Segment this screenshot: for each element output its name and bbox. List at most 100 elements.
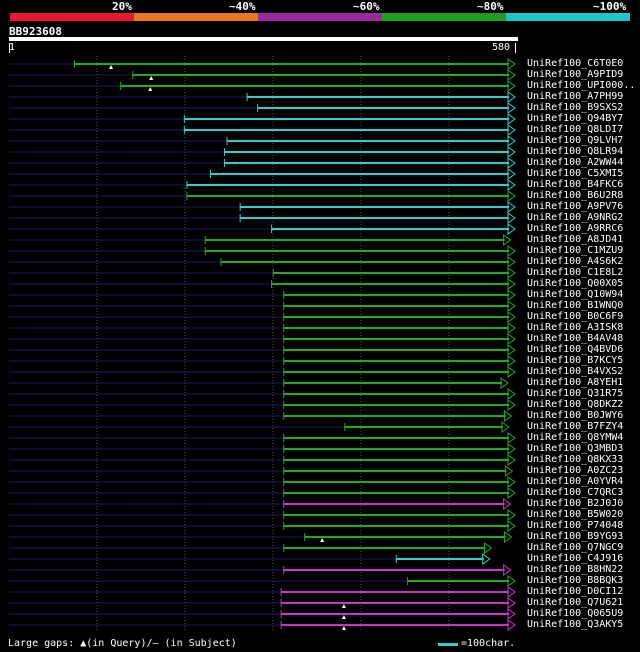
legend-bar-40 — [134, 13, 258, 21]
legend-bar-20 — [10, 13, 134, 21]
hit-end-arrow — [507, 432, 516, 444]
hit-label[interactable]: UniRef100_P74048 — [527, 520, 624, 531]
hit-label[interactable]: UniRef100_A8YEH1 — [527, 377, 624, 388]
hit-label[interactable]: UniRef100_Q8LDI7 — [527, 124, 624, 135]
hit-label[interactable]: UniRef100_B9SXS2 — [527, 102, 624, 113]
hit-label[interactable]: UniRef100_UPI000.. — [527, 80, 636, 91]
hit-label[interactable]: UniRef100_B4FKC6 — [527, 179, 624, 190]
hit-label[interactable]: UniRef100_C4J916 — [527, 553, 624, 564]
hit-end-arrow — [507, 267, 516, 279]
hit-label[interactable]: UniRef100_D0CI12 — [527, 586, 624, 597]
hit-label[interactable]: UniRef100_Q94BY7 — [527, 113, 624, 124]
gap-marker-icon — [109, 65, 114, 69]
hit-label[interactable]: UniRef100_B8HN22 — [527, 564, 624, 575]
hit-end-arrow — [507, 597, 516, 609]
hit-label[interactable]: UniRef100_Q8LR94 — [527, 146, 624, 157]
hit-label[interactable]: UniRef100_Q7U621 — [527, 597, 624, 608]
hit-end-arrow — [507, 179, 516, 191]
hit-end-arrow — [504, 410, 513, 422]
hit-label[interactable]: UniRef100_B7FZY4 — [527, 421, 624, 432]
hit-label[interactable]: UniRef100_A4S6K2 — [527, 256, 624, 267]
hit-end-arrow — [507, 608, 516, 620]
hit-label[interactable]: UniRef100_B7KCY5 — [527, 355, 624, 366]
hit-label[interactable]: UniRef100_Q00X05 — [527, 278, 624, 289]
hit-end-arrow — [507, 443, 516, 455]
hit-end-arrow — [507, 80, 516, 92]
hit-label[interactable]: UniRef100_Q8DKZ2 — [527, 399, 624, 410]
hit-label[interactable]: UniRef100_Q8KX33 — [527, 454, 624, 465]
hit-label[interactable]: UniRef100_Q3AKY5 — [527, 619, 624, 630]
legend-bar-100 — [506, 13, 630, 21]
hit-end-arrow — [507, 278, 516, 290]
hit-end-arrow — [503, 498, 512, 510]
gap-marker-icon — [341, 626, 346, 630]
hit-label[interactable]: UniRef100_B6U2R8 — [527, 190, 624, 201]
hit-end-arrow — [503, 564, 512, 576]
hit-label[interactable]: UniRef100_A2WW44 — [527, 157, 624, 168]
hit-label[interactable]: UniRef100_C1MZU9 — [527, 245, 624, 256]
hit-label[interactable]: UniRef100_C6T0E0 — [527, 58, 624, 69]
legend-label-20: 20% — [112, 0, 132, 13]
hit-label[interactable]: UniRef100_A9PID9 — [527, 69, 624, 80]
hit-label[interactable]: UniRef100_B9YG93 — [527, 531, 624, 542]
legend-label-40: ~40% — [229, 0, 256, 13]
gap-marker-icon — [320, 538, 325, 542]
hit-label[interactable]: UniRef100_A0ZC23 — [527, 465, 624, 476]
legend-label-100: ~100% — [593, 0, 627, 13]
hit-label[interactable]: UniRef100_B0C6F9 — [527, 311, 624, 322]
hit-label[interactable]: UniRef100_B1WNQ0 — [527, 300, 624, 311]
hit-end-arrow — [507, 69, 516, 81]
hit-label[interactable]: UniRef100_Q7NGC9 — [527, 542, 624, 553]
hit-end-arrow — [507, 58, 516, 70]
hit-end-arrow — [507, 487, 516, 499]
hit-label[interactable]: UniRef100_B2J0J0 — [527, 498, 624, 509]
hit-end-arrow — [507, 520, 516, 532]
hit-label[interactable]: UniRef100_Q4BVD6 — [527, 344, 624, 355]
hit-end-arrow — [483, 542, 493, 554]
hit-label[interactable]: UniRef100_B0JWY6 — [527, 410, 624, 421]
hit-end-arrow — [507, 146, 516, 158]
hit-label[interactable]: UniRef100_C5XMI5 — [527, 168, 624, 179]
hit-end-arrow — [507, 102, 516, 114]
hit-end-arrow — [507, 399, 516, 411]
query-start-tick — [9, 43, 10, 53]
hit-label[interactable]: UniRef100_B4AV48 — [527, 333, 624, 344]
hit-end-arrow — [507, 355, 516, 367]
hit-label[interactable]: UniRef100_A9RRC6 — [527, 223, 624, 234]
hit-label[interactable]: UniRef100_B8BQK3 — [527, 575, 624, 586]
hit-label[interactable]: UniRef100_A9NRG2 — [527, 212, 624, 223]
legend-label-80: ~80% — [477, 0, 504, 13]
hit-label[interactable]: UniRef100_A8JD41 — [527, 234, 624, 245]
gap-marker-icon — [341, 604, 346, 608]
hit-label[interactable]: UniRef100_Q065U9 — [527, 608, 624, 619]
hit-label[interactable]: UniRef100_Q8YMW4 — [527, 432, 624, 443]
hit-label[interactable]: UniRef100_C1E8L2 — [527, 267, 624, 278]
query-end-label: 580 — [492, 42, 511, 53]
hit-label[interactable]: UniRef100_A9PV76 — [527, 201, 624, 212]
hit-label[interactable]: UniRef100_B4VXS2 — [527, 366, 624, 377]
hit-end-arrow — [507, 333, 516, 345]
hit-label[interactable]: UniRef100_Q10W94 — [527, 289, 624, 300]
scale-label: =100char. — [461, 638, 516, 649]
hit-end-arrow — [507, 454, 516, 466]
hit-end-arrow — [507, 245, 516, 257]
hit-label[interactable]: UniRef100_Q31R75 — [527, 388, 624, 399]
hit-end-arrow — [507, 509, 516, 521]
hit-end-arrow — [507, 322, 516, 334]
hit-label[interactable]: UniRef100_Q3MBD3 — [527, 443, 624, 454]
gap-marker-icon — [148, 87, 153, 91]
hit-end-arrow — [507, 300, 516, 312]
legend-bar-60 — [258, 13, 382, 21]
hit-end-arrow — [504, 531, 513, 543]
large-gaps-legend: Large gaps: ▲(in Query)/— (in Subject) — [8, 638, 237, 649]
hit-label[interactable]: UniRef100_B5W020 — [527, 509, 624, 520]
hit-label[interactable]: UniRef100_A7PH99 — [527, 91, 624, 102]
hit-label[interactable]: UniRef100_A0YVR4 — [527, 476, 624, 487]
hit-label[interactable]: UniRef100_C7QRC3 — [527, 487, 624, 498]
hit-label[interactable]: UniRef100_A3ISK8 — [527, 322, 624, 333]
hit-label[interactable]: UniRef100_Q9LVH7 — [527, 135, 624, 146]
hit-end-arrow — [507, 344, 516, 356]
scale-bar — [438, 643, 458, 646]
hit-end-arrow — [507, 157, 516, 169]
